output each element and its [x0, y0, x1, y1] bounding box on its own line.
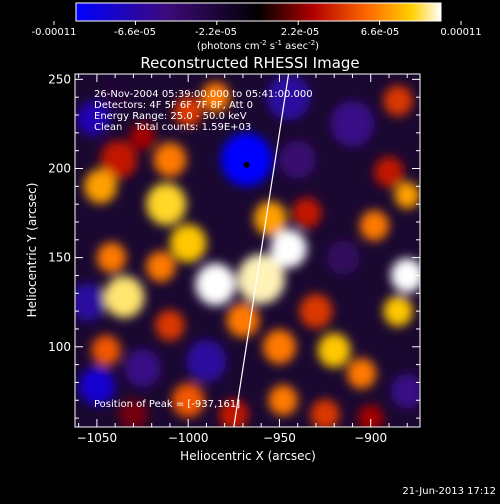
peak-position-label: Position of Peak = [-937,161] — [94, 399, 240, 410]
heatmap-blob — [330, 100, 375, 147]
heatmap-blob — [169, 224, 207, 263]
heatmap-blob — [124, 349, 161, 388]
y-axis-ticks: 100 150 200 250 — [48, 72, 420, 419]
heatmap-blob — [326, 240, 360, 275]
x-tick-label: −1050 — [77, 431, 118, 445]
heatmap-blob — [390, 258, 420, 293]
heatmap-blob — [153, 142, 187, 177]
heatmap-blob — [270, 229, 307, 268]
heatmap-blob — [219, 399, 249, 427]
y-tick-label: 200 — [48, 161, 71, 175]
colorbar-tick-label: 6.6e-05 — [361, 27, 399, 38]
heatmap-blob — [195, 263, 236, 306]
y-axis-label: Heliocentric Y (arcsec) — [25, 183, 39, 318]
y-tick-label: 100 — [48, 340, 71, 354]
heatmap-blob — [118, 399, 149, 427]
heatmap-blob — [155, 310, 185, 341]
heatmap-blob — [76, 101, 110, 136]
heatmap-blob — [299, 293, 333, 329]
solar-limb-line — [233, 74, 290, 427]
heatmap-blob — [146, 251, 176, 282]
heatmap-blob — [173, 96, 203, 127]
plot-frame — [74, 73, 421, 428]
chart-title: Reconstructed RHESSI Image — [140, 54, 359, 72]
heatmap-blob — [186, 339, 227, 383]
heatmap-blob — [171, 383, 205, 418]
heatmap-blobs — [75, 74, 420, 427]
heatmap-blob — [390, 374, 420, 409]
y-tick-label: 250 — [48, 72, 71, 86]
heatmap-blob — [96, 242, 127, 273]
heatmap-blob — [317, 333, 351, 368]
x-axis-ticks: −1050 −1000 −950 −900 — [77, 74, 408, 445]
x-tick-label: −900 — [354, 431, 387, 445]
heatmap-blob — [253, 201, 287, 236]
heatmap-blob — [91, 335, 121, 366]
heatmap-blob — [100, 140, 138, 179]
heatmap-blob — [266, 74, 311, 121]
colorbar-tick-label: -6.6e-05 — [114, 27, 156, 38]
annotation-time-range: 26-Nov-2004 05:39:00.000 to 05:41:00.000 — [94, 89, 313, 100]
heatmap-blob — [263, 329, 296, 365]
heatmap-blob — [357, 404, 384, 427]
heatmap-blob — [394, 181, 420, 209]
colorbar-tick-label: 0.00011 — [440, 27, 481, 38]
footer-timestamp: 21-Jun-2013 17:12 — [402, 486, 496, 497]
colorbar-ticks — [53, 21, 462, 25]
heatmap-blob — [279, 140, 316, 179]
annotation-total-counts: Clean Total counts: 1.59E+03 — [94, 122, 251, 133]
heatmap-blob — [129, 122, 156, 150]
heatmap-blob — [292, 197, 322, 229]
info-annotations: 26-Nov-2004 05:39:00.000 to 05:41:00.000… — [94, 89, 313, 133]
y-tick-label: 150 — [48, 251, 71, 265]
annotation-energy-range: Energy Range: 25.0 - 50.0 keV — [94, 111, 247, 122]
colorbar-unit-label: (photons cm-2 s-1 asec-2) — [197, 39, 319, 52]
heatmap-blob — [359, 210, 389, 241]
heatmap-blob — [146, 183, 187, 226]
annotation-detectors: Detectors: 4F 5F 6F 7F 8F, Att 0 — [94, 100, 253, 111]
colorbar-tick-label: -0.00011 — [32, 27, 77, 38]
heatmap-blob — [383, 85, 413, 117]
heatmap-blob — [383, 295, 413, 327]
heatmap-blob — [221, 132, 273, 187]
heatmap-blob — [226, 302, 260, 338]
colorbar-tick-label: 2.2e-05 — [281, 27, 319, 38]
colorbar-tick-label: -2.2e-05 — [195, 27, 237, 38]
colorbar-gradient — [75, 2, 442, 22]
dark-spot-marker — [243, 161, 250, 168]
heatmap-image — [75, 74, 420, 427]
x-tick-label: −1000 — [168, 431, 209, 445]
heatmap-blob — [237, 254, 285, 304]
colorbar: -0.00011 -6.6e-05 -2.2e-05 2.2e-05 6.6e-… — [32, 2, 482, 52]
x-tick-label: −950 — [263, 431, 296, 445]
heatmap-blob — [78, 366, 116, 406]
heatmap-blob — [104, 275, 145, 318]
heatmap-blob — [84, 169, 117, 204]
heatmap-blob — [346, 358, 377, 389]
heatmap-blob — [75, 283, 107, 322]
heatmap-blob — [200, 81, 231, 113]
heatmap-blob — [310, 399, 340, 427]
heatmap-blob — [100, 81, 130, 113]
x-axis-label: Heliocentric X (arcsec) — [180, 449, 316, 463]
heatmap-blob — [374, 156, 404, 188]
heatmap-blob — [268, 384, 298, 416]
